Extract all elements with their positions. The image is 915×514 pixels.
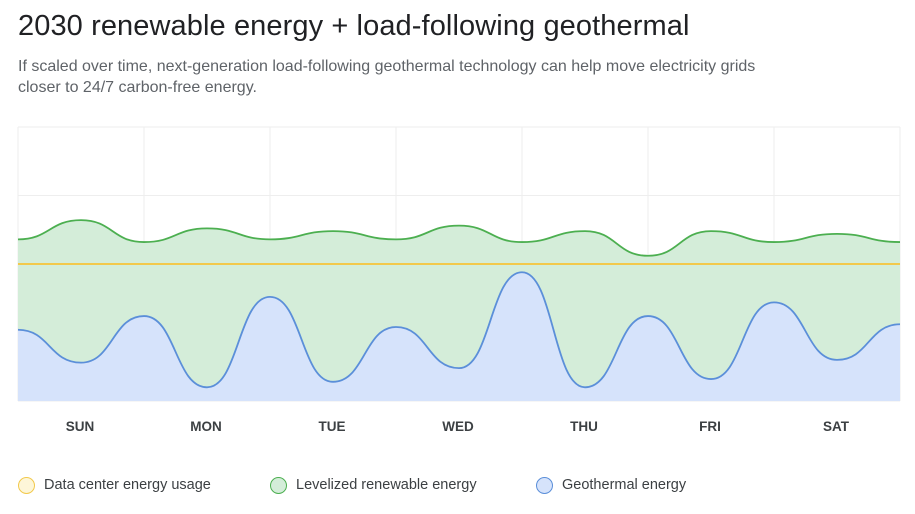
x-tick-label: MON — [190, 419, 222, 434]
x-tick-label: WED — [442, 419, 474, 434]
series-layer — [17, 219, 901, 401]
chart-title: 2030 renewable energy + load-following g… — [18, 10, 690, 42]
series-area-geothermal — [18, 272, 900, 401]
legend-item-geothermal: Geothermal energy — [536, 473, 686, 497]
legend-label: Geothermal energy — [562, 477, 687, 493]
x-tick-label: THU — [570, 419, 598, 434]
x-tick-label: FRI — [699, 419, 721, 434]
series-line-renewable — [17, 219, 901, 257]
area-chart: SUN MON TUE WED THU FRI SAT — [17, 126, 901, 434]
x-axis: SUN MON TUE WED THU FRI SAT — [66, 419, 850, 434]
chart-subtitle: If scaled over time, next-generation loa… — [18, 58, 756, 96]
legend-swatch-icon — [18, 476, 35, 494]
x-tick-label: SUN — [66, 419, 95, 434]
legend-item-datacenter: Data center energy usage — [18, 473, 211, 497]
legend-item-renewable: Levelized renewable energy — [270, 473, 477, 497]
legend-swatch-icon — [536, 476, 553, 494]
legend-label: Levelized renewable energy — [296, 477, 477, 493]
legend: Data center energy usage Levelized renew… — [18, 473, 908, 497]
x-tick-label: SAT — [823, 419, 850, 434]
x-tick-label: TUE — [319, 419, 346, 434]
legend-swatch-icon — [270, 476, 287, 494]
legend-label: Data center energy usage — [44, 477, 211, 493]
series-line-geothermal — [17, 271, 901, 389]
